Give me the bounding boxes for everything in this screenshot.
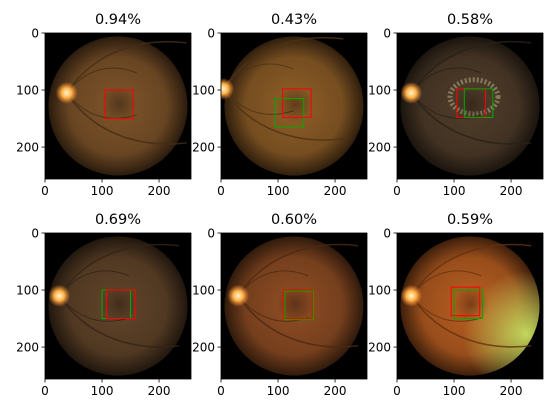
fundus-image xyxy=(397,33,543,179)
subplot-title: 0.59% xyxy=(447,212,493,228)
x-tick-label: 0 xyxy=(41,184,49,198)
y-tick-label: 0 xyxy=(383,27,391,41)
x-tick-label: 0 xyxy=(393,184,401,198)
y-tick-label: 0 xyxy=(31,227,39,241)
x-tick-label: 100 xyxy=(267,184,290,198)
subplot-2: 0 100 200 0 100 200 0.43% xyxy=(192,12,368,198)
y-tick-label: 200 xyxy=(368,341,391,355)
vessel xyxy=(410,40,532,94)
bounding-box-2 xyxy=(282,88,312,118)
subplot-title: 0.43% xyxy=(271,12,317,28)
y-tick-label: 200 xyxy=(368,141,391,155)
x-tick-label: 0 xyxy=(217,384,225,398)
y-tick-label: 100 xyxy=(16,84,39,98)
x-tick-label: 200 xyxy=(324,384,347,398)
vessel xyxy=(237,243,359,297)
macula xyxy=(453,86,490,123)
x-tick-label: 0 xyxy=(217,184,225,198)
subplot-4: 0 100 200 0 100 200 0.69% xyxy=(16,212,192,398)
bounding-box-2 xyxy=(284,290,314,321)
macula xyxy=(453,286,490,323)
axes-frame xyxy=(220,32,368,180)
x-tick-label: 200 xyxy=(324,184,347,198)
macula xyxy=(277,286,314,323)
x-tick-label: 100 xyxy=(91,184,114,198)
subplot-6: 0 100 200 0 100 200 0.59% xyxy=(368,212,544,398)
optic-disc xyxy=(400,81,423,104)
y-tick-label: 200 xyxy=(16,341,39,355)
x-tick-label: 100 xyxy=(443,184,466,198)
vessel xyxy=(410,295,532,348)
vessel xyxy=(222,88,344,141)
y-tick-label: 100 xyxy=(192,84,215,98)
subplot-3: 0 100 200 0 100 200 0.58% xyxy=(368,12,544,198)
bounding-box-2 xyxy=(106,289,136,320)
axes-frame xyxy=(44,32,192,180)
y-tick-label: 200 xyxy=(16,141,39,155)
bounding-box-1 xyxy=(274,98,305,128)
axes-frame xyxy=(220,232,368,380)
x-tick-label: 200 xyxy=(500,384,523,398)
x-tick-label: 100 xyxy=(91,384,114,398)
vessel xyxy=(410,92,532,145)
vessel xyxy=(222,36,344,90)
y-tick-label: 100 xyxy=(368,284,391,298)
bounding-box-1 xyxy=(450,286,481,317)
x-tick-label: 200 xyxy=(500,184,523,198)
fundus-image xyxy=(45,33,191,179)
y-tick-label: 0 xyxy=(31,27,39,41)
y-tick-label: 100 xyxy=(192,284,215,298)
fundus-image xyxy=(221,233,367,379)
subplot-title: 0.69% xyxy=(95,212,141,228)
macula xyxy=(101,286,138,323)
y-tick-label: 100 xyxy=(16,284,39,298)
bounding-box-2 xyxy=(453,289,484,320)
x-tick-label: 0 xyxy=(393,384,401,398)
axes-frame xyxy=(44,232,192,380)
y-tick-label: 0 xyxy=(207,227,215,241)
macula xyxy=(101,86,138,123)
x-tick-label: 100 xyxy=(443,384,466,398)
vessel xyxy=(410,243,532,297)
vessel xyxy=(237,295,359,348)
optic-disc xyxy=(48,284,71,307)
bounding-box-1 xyxy=(104,89,134,120)
y-tick-label: 0 xyxy=(207,27,215,41)
x-tick-label: 200 xyxy=(148,184,171,198)
subplot-title: 0.58% xyxy=(447,12,493,28)
subplot-5: 0 100 200 0 100 200 0.60% xyxy=(192,212,368,398)
optic-disc xyxy=(221,77,235,100)
y-tick-label: 100 xyxy=(368,84,391,98)
vessel xyxy=(66,92,187,145)
x-tick-label: 0 xyxy=(41,384,49,398)
x-tick-label: 100 xyxy=(267,384,290,398)
bounding-box-2 xyxy=(463,88,494,118)
fundus-image xyxy=(221,33,367,179)
y-tick-label: 200 xyxy=(192,341,215,355)
optic-disc xyxy=(400,284,423,307)
vessel xyxy=(58,295,180,348)
axes-frame xyxy=(396,232,544,380)
y-tick-label: 0 xyxy=(383,227,391,241)
vessel xyxy=(66,40,187,94)
optic-disc xyxy=(227,284,250,307)
axes-frame xyxy=(396,32,544,180)
subplot-title: 0.94% xyxy=(95,12,141,28)
optic-disc xyxy=(55,81,78,104)
bounding-box-1 xyxy=(283,289,313,320)
x-tick-label: 200 xyxy=(148,384,171,398)
fundus-image xyxy=(45,233,191,379)
subplot-1: 0 100 200 0 100 200 0.94% xyxy=(16,12,192,198)
fundus-image xyxy=(397,233,543,379)
subplot-title: 0.60% xyxy=(271,212,317,228)
y-tick-label: 200 xyxy=(192,141,215,155)
vessel xyxy=(58,243,180,297)
